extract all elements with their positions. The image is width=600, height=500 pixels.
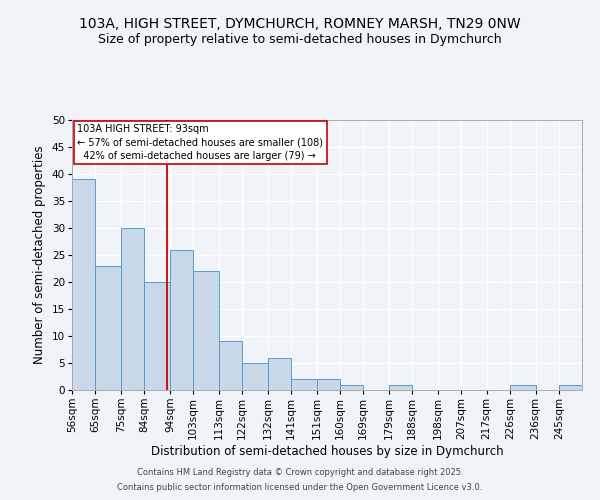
Bar (193, 271, 219, 390)
Bar (170, 250, 193, 390)
Text: 103A, HIGH STREET, DYMCHURCH, ROMNEY MARSH, TN29 0NW: 103A, HIGH STREET, DYMCHURCH, ROMNEY MAR… (79, 18, 521, 32)
Y-axis label: Number of semi-detached properties: Number of semi-detached properties (33, 146, 46, 364)
Bar (510, 384, 536, 390)
Bar (242, 363, 268, 390)
Bar (219, 342, 242, 390)
Bar (144, 282, 170, 390)
Bar (268, 358, 291, 390)
Bar (95, 266, 121, 390)
Text: 103A HIGH STREET: 93sqm
← 57% of semi-detached houses are smaller (108)
  42% of: 103A HIGH STREET: 93sqm ← 57% of semi-de… (77, 124, 323, 160)
Bar (559, 384, 582, 390)
Bar (121, 228, 144, 390)
Bar (317, 379, 340, 390)
Bar (340, 384, 363, 390)
Bar (72, 180, 95, 390)
Text: Contains public sector information licensed under the Open Government Licence v3: Contains public sector information licen… (118, 483, 482, 492)
Bar (389, 384, 412, 390)
Text: Contains HM Land Registry data © Crown copyright and database right 2025.: Contains HM Land Registry data © Crown c… (137, 468, 463, 477)
Bar (291, 379, 317, 390)
X-axis label: Distribution of semi-detached houses by size in Dymchurch: Distribution of semi-detached houses by … (151, 444, 503, 458)
Text: Size of property relative to semi-detached houses in Dymchurch: Size of property relative to semi-detach… (98, 32, 502, 46)
